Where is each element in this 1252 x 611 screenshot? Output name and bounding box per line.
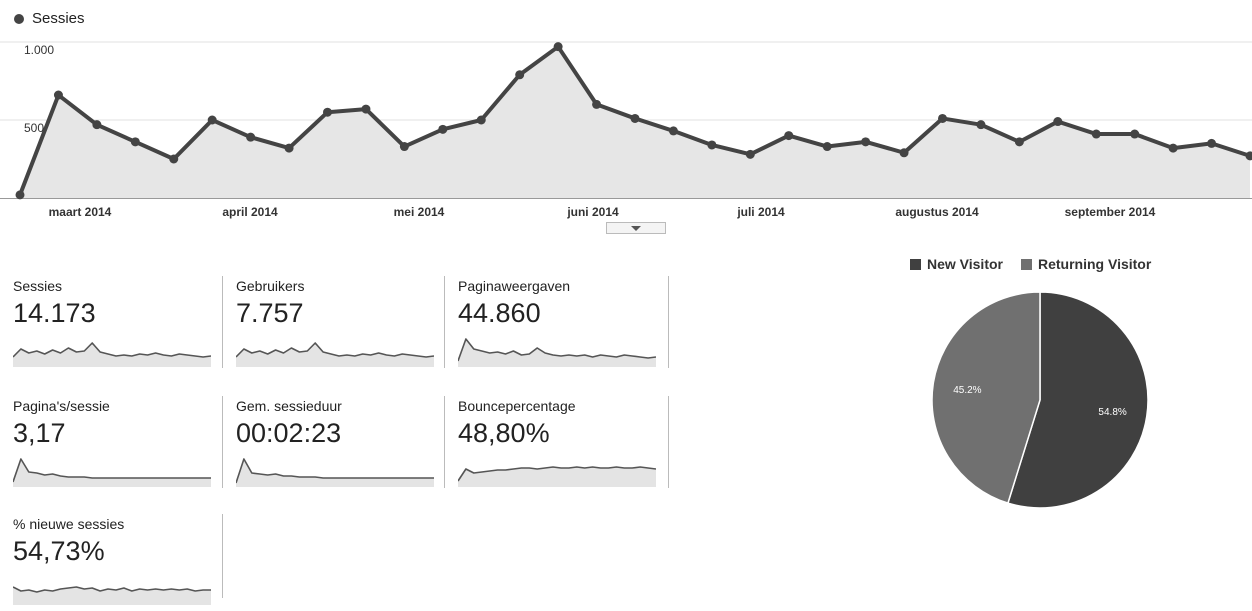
sessions-data-point[interactable]: [169, 155, 178, 164]
sessions-data-point[interactable]: [554, 42, 563, 51]
metric-divider: [444, 396, 445, 488]
y-tick-label: 1.000: [24, 43, 54, 57]
sessions-data-point[interactable]: [246, 133, 255, 142]
x-tick-label: april 2014: [222, 205, 278, 219]
metric-new-sessions-pct[interactable]: % nieuwe sessies 54,73%: [13, 516, 223, 611]
sessions-data-point[interactable]: [900, 148, 909, 157]
metric-label: Gem. sessieduur: [236, 398, 342, 414]
metric-value: 3,17: [13, 418, 66, 449]
x-tick-label: september 2014: [1065, 205, 1156, 219]
metric-value: 44.860: [458, 298, 541, 329]
metric-divider: [668, 276, 669, 368]
sessions-data-point[interactable]: [131, 137, 140, 146]
metric-value: 14.173: [13, 298, 96, 329]
sessions-line-chart: 500 1.000 maart 2014 april 2014 mei 2014 juni…: [0, 0, 1252, 240]
metric-divider: [668, 396, 669, 488]
sparkline-area: [458, 467, 656, 487]
sessions-data-point[interactable]: [438, 125, 447, 134]
metric-sparkline: [458, 335, 656, 369]
sparkline-area: [13, 459, 211, 487]
sessions-data-point[interactable]: [631, 114, 640, 123]
metric-label: % nieuwe sessies: [13, 516, 124, 532]
metric-value: 00:02:23: [236, 418, 341, 449]
sessions-data-point[interactable]: [54, 91, 63, 100]
sessions-data-point[interactable]: [861, 137, 870, 146]
metric-label: Bouncepercentage: [458, 398, 576, 414]
metric-value: 7.757: [236, 298, 304, 329]
metric-sparkline: [13, 573, 211, 607]
sessions-data-point[interactable]: [746, 150, 755, 159]
x-tick-label: juli 2014: [736, 205, 785, 219]
x-tick-label: maart 2014: [49, 205, 112, 219]
visitor-type-pie-chart: 54.8% 45.2%: [930, 290, 1150, 510]
sparkline-area: [236, 459, 434, 487]
sessions-data-point[interactable]: [323, 108, 332, 117]
sessions-data-point[interactable]: [976, 120, 985, 129]
pie-slice-label: 45.2%: [953, 385, 981, 396]
metric-pageviews[interactable]: Paginaweergaven 44.860: [458, 278, 668, 373]
pie-legend-label: Returning Visitor: [1038, 256, 1151, 272]
metric-label: Paginaweergaven: [458, 278, 570, 294]
sessions-data-point[interactable]: [1015, 137, 1024, 146]
sessions-data-point[interactable]: [1092, 130, 1101, 139]
sessions-data-point[interactable]: [1130, 130, 1139, 139]
pie-legend-item-returning[interactable]: Returning Visitor: [1021, 256, 1151, 272]
pie-legend-label: New Visitor: [927, 256, 1003, 272]
sessions-legend[interactable]: Sessies: [14, 10, 85, 27]
legend-swatch: [1021, 259, 1032, 270]
sessions-data-point[interactable]: [823, 142, 832, 151]
sessions-data-point[interactable]: [1207, 139, 1216, 148]
sessions-data-point[interactable]: [400, 142, 409, 151]
chart-expand-button[interactable]: [606, 222, 666, 234]
sessions-data-point[interactable]: [784, 131, 793, 140]
metric-sparkline: [13, 335, 211, 369]
sessions-data-point[interactable]: [16, 190, 25, 199]
metric-pages-per-session[interactable]: Pagina's/sessie 3,17: [13, 398, 223, 493]
metric-divider: [222, 276, 223, 368]
sessions-data-point[interactable]: [92, 120, 101, 129]
sessions-data-point[interactable]: [477, 116, 486, 125]
metric-sparkline: [236, 455, 434, 489]
chevron-down-icon: [631, 226, 641, 231]
metric-value: 54,73%: [13, 536, 105, 567]
sessions-data-point[interactable]: [1053, 117, 1062, 126]
sessions-data-point[interactable]: [707, 140, 716, 149]
metric-bounce-rate[interactable]: Bouncepercentage 48,80%: [458, 398, 668, 493]
legend-swatch: [910, 259, 921, 270]
metric-label: Gebruikers: [236, 278, 304, 294]
sessions-data-point[interactable]: [208, 116, 217, 125]
metric-sessions[interactable]: Sessies 14.173: [13, 278, 223, 373]
metric-divider: [222, 514, 223, 598]
sessions-data-point[interactable]: [669, 126, 678, 135]
metric-sparkline: [458, 455, 656, 489]
y-tick-label: 500: [24, 121, 44, 135]
sessions-legend-dot-icon: [14, 14, 24, 24]
pie-legend-item-new[interactable]: New Visitor: [910, 256, 1003, 272]
metric-divider: [222, 396, 223, 488]
metric-users[interactable]: Gebruikers 7.757: [236, 278, 446, 373]
pie-slice-label: 54.8%: [1098, 407, 1126, 418]
x-tick-label: juni 2014: [566, 205, 619, 219]
metric-label: Pagina's/sessie: [13, 398, 110, 414]
sessions-data-point[interactable]: [1169, 144, 1178, 153]
x-tick-label: augustus 2014: [895, 205, 979, 219]
metric-sparkline: [13, 455, 211, 489]
metric-value: 48,80%: [458, 418, 550, 449]
sessions-legend-label: Sessies: [32, 10, 85, 27]
metric-divider: [444, 276, 445, 368]
sessions-data-point[interactable]: [361, 105, 370, 114]
sessions-data-point[interactable]: [515, 70, 524, 79]
x-tick-label: mei 2014: [394, 205, 445, 219]
sessions-data-point[interactable]: [285, 144, 294, 153]
sessions-data-point[interactable]: [938, 114, 947, 123]
pie-legend: New Visitor Returning Visitor: [910, 256, 1151, 272]
metric-sparkline: [236, 335, 434, 369]
metric-label: Sessies: [13, 278, 62, 294]
sessions-data-point[interactable]: [592, 100, 601, 109]
metric-avg-session-duration[interactable]: Gem. sessieduur 00:02:23: [236, 398, 446, 493]
